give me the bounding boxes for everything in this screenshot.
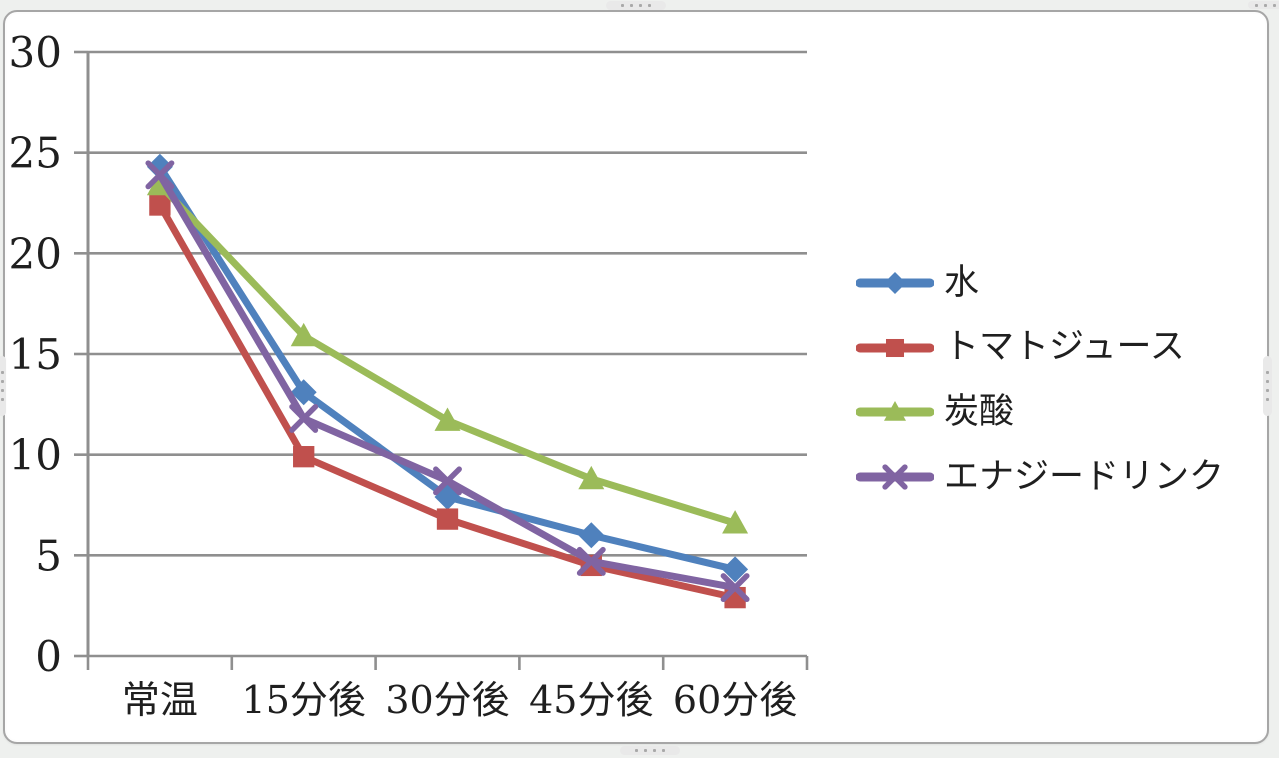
triangle-marker — [434, 407, 461, 431]
x-axis-category-label: 30分後 — [385, 678, 509, 722]
selection-handle-left[interactable] — [0, 356, 6, 416]
legend-item-energy-drink[interactable]: エナジードリンク — [856, 445, 1224, 510]
y-axis-tick-label: 15 — [9, 330, 62, 379]
selection-handle-right[interactable] — [1263, 356, 1272, 416]
x-marker — [145, 160, 175, 190]
selection-handle-bottom[interactable] — [620, 746, 680, 755]
legend-item-tomato-juice[interactable]: トマトジュース — [856, 316, 1224, 381]
chart-area-border — [3, 10, 1269, 744]
x-axis-category-label: 60分後 — [673, 678, 797, 722]
energy-drink-series-swatch — [856, 464, 934, 490]
y-axis-tick-label: 0 — [35, 632, 62, 681]
series-line — [156, 201, 739, 602]
diamond-marker — [578, 522, 605, 549]
triangle-marker — [290, 322, 317, 347]
tomato-juice-series-swatch — [856, 338, 934, 357]
diamond-marker — [290, 379, 317, 406]
x-axis-category-label: 常温 — [122, 678, 198, 722]
legend-label-water: 水 — [944, 262, 980, 303]
square-marker — [436, 508, 459, 530]
triangle-marker — [722, 510, 749, 534]
legend-label-tomato-juice: トマトジュース — [944, 327, 1185, 368]
square-marker — [293, 446, 315, 468]
legend-label-energy-drink: エナジードリンク — [944, 456, 1225, 497]
legend-item-water[interactable]: 水 — [856, 251, 1224, 316]
y-axis-tick-label: 20 — [9, 229, 62, 278]
legend: 水 トマトジュース 炭酸 エナジードリンク — [856, 251, 1224, 509]
water-series-swatch — [856, 272, 934, 295]
triangle-marker — [884, 401, 906, 422]
x-axis-category-label: 15分後 — [242, 678, 366, 722]
x-marker — [433, 466, 462, 496]
carbonated-series-swatch — [856, 401, 934, 422]
x-marker — [720, 573, 750, 602]
diamond-marker — [722, 556, 749, 583]
legend-item-carbonated[interactable]: 炭酸 — [856, 380, 1224, 445]
selection-handle-top-right[interactable] — [1248, 1, 1279, 9]
x-marker — [289, 403, 319, 433]
square-marker — [149, 194, 171, 216]
y-axis-tick-label: 25 — [9, 129, 62, 178]
x-marker — [882, 464, 908, 490]
diamond-marker — [146, 153, 173, 180]
y-axis-tick-label: 5 — [35, 531, 62, 580]
square-marker — [885, 338, 905, 357]
y-axis-tick-label: 10 — [9, 431, 62, 480]
diamond-marker — [884, 272, 906, 295]
legend-label-carbonated: 炭酸 — [944, 391, 1015, 432]
y-axis-tick-label: 30 — [9, 28, 62, 77]
x-axis-category-label: 45分後 — [529, 678, 653, 722]
triangle-marker — [578, 465, 605, 490]
selection-handle-top[interactable] — [606, 1, 666, 10]
x-marker — [576, 546, 606, 576]
